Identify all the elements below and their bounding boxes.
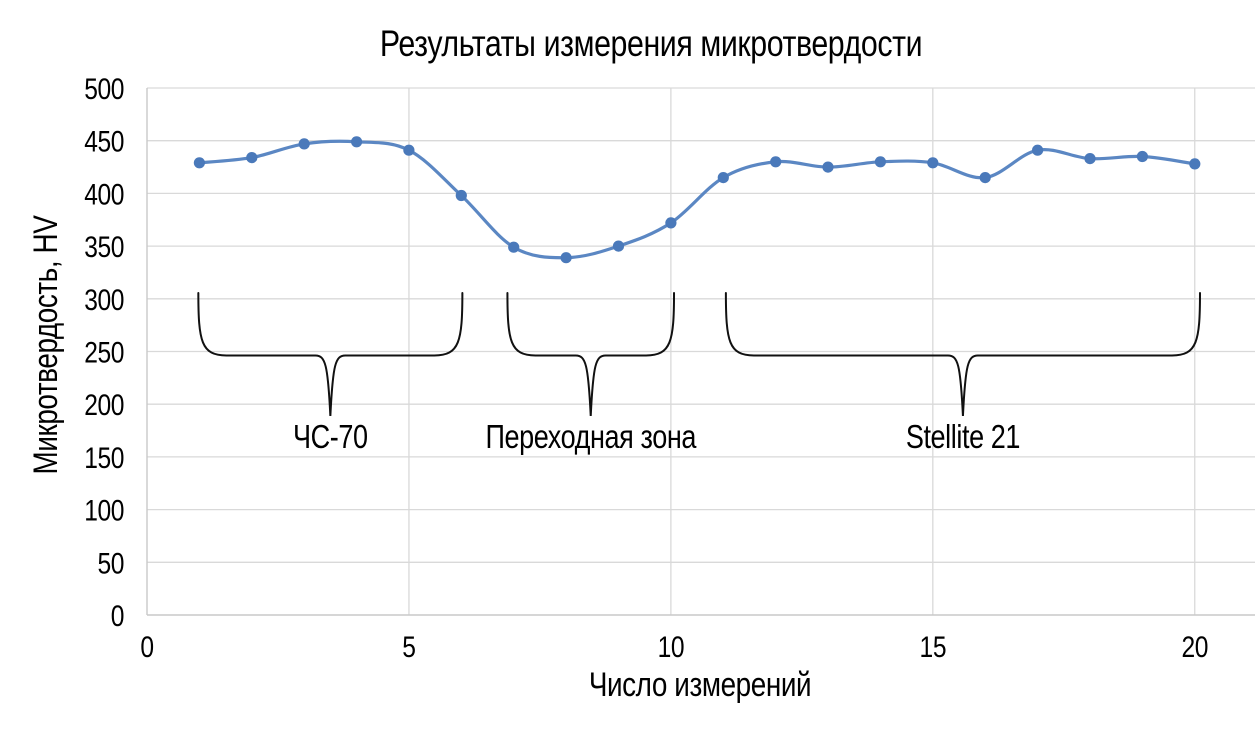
brace-label: Stellite 21: [906, 420, 1020, 456]
x-tick-label: 0: [140, 630, 153, 664]
data-point-marker: [403, 144, 415, 156]
data-point-marker: [927, 157, 939, 169]
data-point-marker: [193, 157, 205, 169]
brace-label: ЧС-70: [293, 420, 368, 456]
data-point-marker: [455, 189, 467, 202]
y-tick-label: 250: [84, 335, 124, 369]
data-point-marker: [508, 241, 520, 253]
chart-title: Результаты измерения микротвердости: [379, 23, 923, 64]
y-tick-label: 0: [111, 599, 124, 633]
data-point-marker: [298, 138, 310, 150]
data-point-marker: [665, 217, 677, 229]
y-tick-label: 500: [84, 72, 124, 106]
data-point-marker: [1084, 153, 1096, 165]
data-series-line: [197, 139, 1197, 260]
y-tick-label: 400: [84, 177, 124, 211]
data-point-marker: [1189, 158, 1201, 170]
data-point-marker: [560, 252, 572, 264]
y-tick-label: 450: [84, 124, 124, 158]
data-point-marker: [822, 161, 834, 173]
x-tick-label: 10: [658, 630, 685, 664]
x-tick-label: 5: [402, 630, 415, 664]
data-point-marker: [612, 240, 625, 252]
brace-label: Переходная зона: [485, 420, 696, 456]
x-tick-label: 20: [1181, 630, 1208, 664]
y-tick-label: 200: [84, 388, 124, 422]
data-point-marker: [351, 136, 363, 148]
y-tick-label: 150: [84, 441, 124, 475]
data-point-marker: [770, 156, 782, 168]
data-point-marker: [1032, 144, 1044, 156]
data-point-marker: [246, 152, 258, 164]
brace: [724, 292, 1201, 417]
data-point-marker: [1136, 150, 1148, 163]
data-point-marker: [874, 156, 887, 168]
brace: [197, 292, 464, 417]
y-tick-label: 300: [84, 282, 124, 316]
y-tick-label: 100: [84, 493, 124, 527]
data-point-marker: [979, 172, 991, 184]
data-point-marker: [717, 172, 729, 184]
x-tick-label: 15: [920, 630, 947, 664]
brace: [506, 292, 676, 417]
y-tick-label: 50: [97, 546, 124, 580]
y-tick-label: 350: [84, 230, 124, 264]
x-axis-title: Число измерений: [588, 666, 812, 704]
